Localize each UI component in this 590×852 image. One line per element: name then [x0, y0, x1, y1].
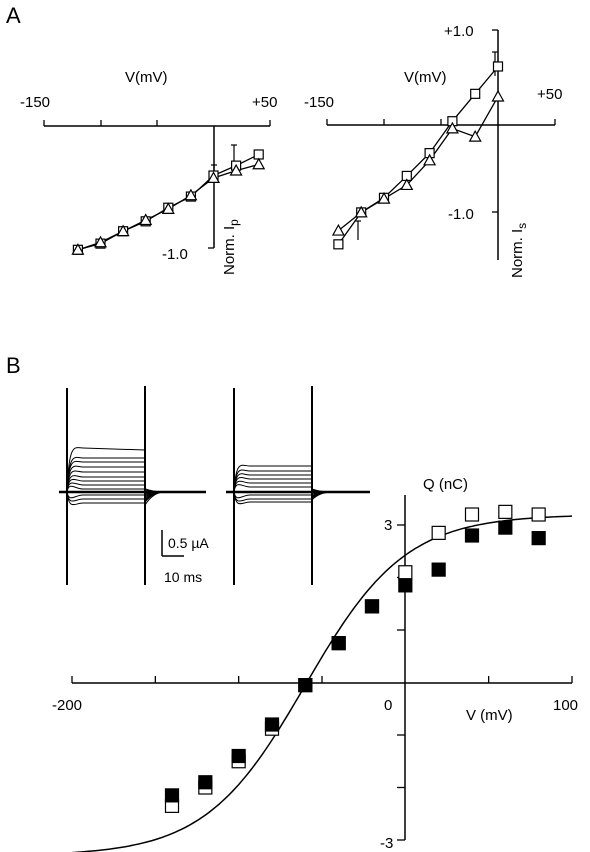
b-boltzmann-fit-curve: [71, 515, 573, 852]
a1-x-tick-label-max: +50: [252, 94, 277, 111]
scale-label-time: 10 ms: [164, 569, 202, 585]
a2-marker-triangle: [331, 223, 345, 236]
a1-marker-triangle: [206, 171, 221, 183]
a1-x-axis-title: V(mV): [125, 69, 168, 86]
b-y-tick-label-bottom: -3: [380, 835, 393, 852]
current-trace: [233, 484, 312, 493]
current-trace: [66, 485, 145, 493]
a1-y-axis-title: Norm. Ip: [221, 219, 241, 275]
current-trace: [233, 469, 312, 493]
b-marker-filled-square: [298, 678, 313, 693]
current-trace: [233, 491, 312, 502]
a2-marker-triangle: [468, 129, 482, 142]
a2-y-axis-title: Norm. Is: [509, 223, 529, 278]
b-y-tick-label-top: 3: [384, 517, 392, 534]
a1-marker-triangle: [184, 188, 198, 201]
a2-marker-triangle: [491, 89, 505, 102]
panel-label-b: B: [6, 353, 21, 378]
current-trace-tail: [144, 488, 166, 493]
a2-marker-triangle: [423, 153, 437, 166]
chart-b: -200 0 100 V (mV) Q (nC) 3 -3: [52, 476, 578, 852]
b-marker-filled-square: [164, 788, 180, 803]
b-plot-area: [71, 504, 573, 852]
a1-y-axis-title-main: Norm. I: [221, 226, 238, 275]
a1-x-tick-label-min: -150: [20, 94, 50, 111]
b-x-axis-title: V (mV): [466, 707, 513, 724]
b-marker-open-square: [531, 507, 546, 522]
current-trace: [66, 491, 145, 506]
a2-marker-triangle: [354, 205, 368, 218]
b-marker-filled-square: [331, 636, 346, 651]
b-x-tick-label-max: 100: [553, 697, 578, 714]
b-marker-filled-square: [231, 748, 246, 764]
current-trace: [66, 478, 145, 493]
b-marker-filled-square: [198, 775, 213, 790]
panel-label-a: A: [6, 3, 21, 28]
current-trace: [66, 456, 145, 493]
scale-label-current: 0.5 µA: [168, 535, 209, 551]
current-trace: [66, 482, 145, 493]
b-marker-filled-square: [431, 562, 446, 577]
a2-x-axis-title: V(mV): [404, 69, 447, 86]
b-x-tick-label-min: -200: [52, 697, 82, 714]
a2-plot-area: [331, 61, 505, 250]
b-marker-open-square: [464, 507, 480, 522]
b-marker-open-square: [498, 504, 513, 519]
current-traces-inset: 0.5 µA 10 ms: [59, 386, 370, 585]
chart-a1: -150 +50 V(mV) -1.0 Norm. Ip: [20, 69, 277, 275]
current-traces: [59, 386, 370, 585]
a2-x-tick-label-max: +50: [537, 86, 562, 103]
a1-marker-triangle: [229, 163, 243, 176]
a2-y-tick-label-top: +1.0: [444, 23, 474, 40]
b-x-tick-label-zero: 0: [384, 697, 392, 714]
current-trace: [66, 491, 145, 502]
a2-marker-triangle: [445, 121, 459, 134]
b-marker-filled-square: [464, 528, 480, 543]
a1-plot-area: [71, 149, 266, 255]
b-marker-filled-square: [498, 520, 513, 535]
a2-marker-triangle: [400, 178, 414, 191]
chart-a2: -150 +50 V(mV) +1.0 -1.0 Norm. Is: [304, 23, 562, 278]
a2-marker-square: [492, 61, 504, 72]
b-marker-open-square: [431, 525, 446, 540]
b-marker-open-square: [398, 565, 413, 580]
a2-x-tick-label-min: -150: [304, 94, 334, 111]
b-y-axis-title: Q (nC): [423, 476, 468, 493]
a1-marker-square: [253, 149, 264, 160]
a2-y-axis-title-main: Norm. I: [509, 229, 526, 278]
a1-y-axis-title-sub: p: [227, 219, 241, 226]
b-marker-filled-square: [531, 531, 546, 546]
a1-marker-triangle: [161, 202, 175, 214]
a2-marker-square: [333, 239, 344, 250]
b-marker-filled-square: [398, 578, 413, 593]
a2-y-axis-title-sub: s: [515, 223, 529, 229]
b-marker-filled-square: [264, 717, 280, 732]
a1-marker-triangle: [71, 243, 85, 255]
a1-y-tick-label: -1.0: [162, 246, 188, 263]
current-trace: [233, 477, 312, 493]
a2-marker-triangle: [377, 191, 391, 204]
a1-marker-triangle: [139, 213, 153, 226]
a2-marker-square: [470, 88, 481, 99]
a1-marker-triangle: [93, 235, 108, 248]
current-trace: [233, 491, 312, 505]
b-marker-filled-square: [364, 599, 380, 614]
a1-marker-triangle: [252, 157, 266, 170]
a2-y-tick-label-bottom: -1.0: [448, 206, 474, 223]
current-trace-tail: [311, 488, 333, 493]
a1-marker-triangle: [116, 224, 130, 237]
